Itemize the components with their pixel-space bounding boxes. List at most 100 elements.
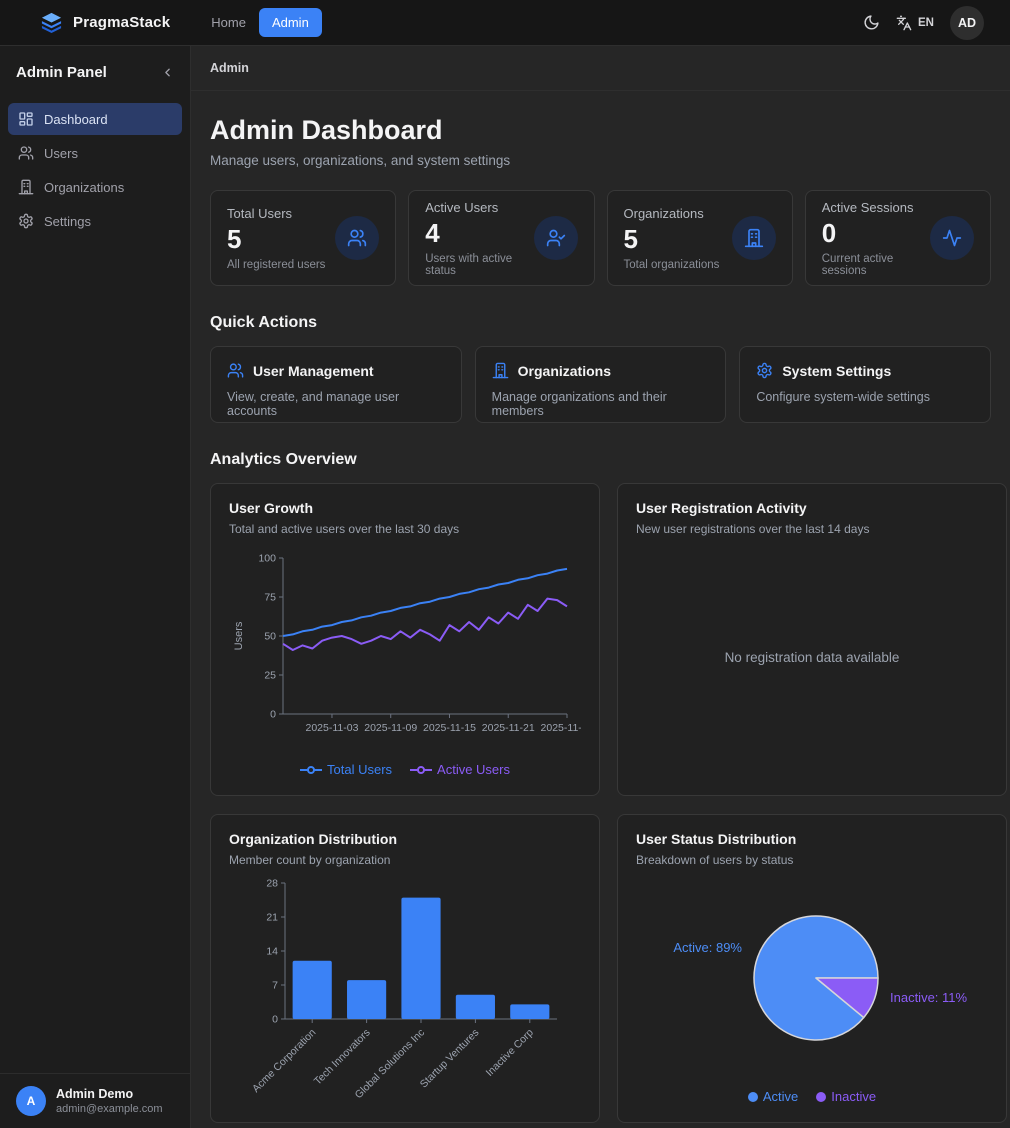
moon-icon [863,14,880,31]
user-check-icon [533,216,578,260]
svg-text:Startup Ventures: Startup Ventures [418,1026,482,1090]
navbar: PragmaStack Home Admin EN AD [0,0,1010,46]
sidebar-item-label: Organizations [44,179,125,195]
action-title: System Settings [782,362,892,379]
stat-value: 0 [821,217,837,248]
sidebar-item-organizations[interactable]: Organizations [8,171,182,203]
languages-icon [896,15,912,31]
chart-subtitle: Total and active users over the last 30 … [229,522,460,536]
stat-desc: Users with active status [425,252,513,277]
quick-actions-grid: User Management View, create, and manage… [210,346,991,423]
stats-grid: Total Users 5 All registered users Activ… [210,190,991,286]
user-status-pie-chart: Active: 89% Inactive: 11% [636,867,988,1089]
sidebar-item-label: Settings [44,213,91,229]
action-card-user-management[interactable]: User Management View, create, and manage… [210,346,462,423]
chart-title: User Growth [229,500,314,516]
building-icon [492,362,509,379]
svg-text:21: 21 [266,911,278,923]
legend-item: Total Users [300,762,392,777]
action-card-organizations[interactable]: Organizations Manage organizations and t… [474,346,727,423]
chart-title: Organization Distribution [229,831,397,847]
svg-text:0: 0 [270,709,276,721]
svg-text:0: 0 [272,1013,278,1025]
svg-text:2025-11-21: 2025-11-21 [482,722,535,734]
gear-icon [756,362,773,379]
chart-title: User Registration Activity [636,500,807,516]
stat-label: Active Sessions [821,199,914,215]
user-growth-line-chart: 0 25 50 75 100 2025-11-03 2025-11-09 2025-11-15… [229,536,581,762]
brand-name: PragmaStack [73,14,171,31]
sidebar-item-dashboard[interactable]: Dashboard [8,103,182,135]
action-desc: View, create, and manage user accounts [227,390,400,418]
user-growth-legend: Total Users Active Users [229,762,581,779]
action-title: User Management [253,362,374,379]
svg-text:Inactive Corp: Inactive Corp [484,1026,536,1078]
sidebar-item-users[interactable]: Users [8,137,182,169]
sidebar-title: Admin Panel [16,64,107,81]
chart-title: User Status Distribution [636,831,797,847]
sidebar-item-label: Users [44,145,78,161]
chart-card-user-status: User Status Distribution Breakdown of us… [617,814,1007,1123]
stat-desc: All registered users [227,258,326,271]
breadcrumb[interactable]: Admin [210,61,249,75]
svg-text:Active: 89%: Active: 89% [673,940,742,955]
chart-subtitle: New user registrations over the last 14 … [636,522,870,536]
stat-label: Total Users [227,205,293,221]
users-icon [18,145,34,161]
svg-text:75: 75 [264,592,276,604]
dashboard-icon [18,111,34,127]
language-label: EN [918,16,934,29]
legend-item: Inactive [816,1089,876,1104]
stat-label: Organizations [623,205,704,221]
analytics-grid: User Growth Total and active users over … [210,483,1007,1123]
building-icon [18,179,34,195]
quick-actions-heading: Quick Actions [210,314,317,331]
sidebar-item-label: Dashboard [44,111,108,127]
language-button[interactable]: EN [896,15,934,31]
chart-subtitle: Member count by organization [229,853,391,867]
analytics-heading: Analytics Overview [210,451,357,468]
building-icon [731,216,776,260]
gear-icon [18,213,34,229]
stat-value: 5 [623,223,638,254]
users-icon [227,362,244,379]
stat-desc: Current active sessions [821,252,894,277]
users-icon [335,216,380,260]
theme-toggle-button[interactable] [863,14,880,31]
stat-card-total-users: Total Users 5 All registered users [210,190,397,286]
svg-text:7: 7 [272,979,278,991]
legend-item: Active [747,1089,798,1104]
navbar-avatar[interactable]: AD [950,5,984,40]
brand[interactable]: PragmaStack [40,11,170,34]
activity-icon [930,216,974,260]
sidebar-user-email: admin@example.com [56,1103,163,1115]
layers-logo-icon [40,11,63,34]
stat-label: Active Users [425,199,499,215]
svg-text:Tech Innovators: Tech Innovators [312,1026,373,1087]
nav-link-admin[interactable]: Admin [258,8,322,37]
main-content: Admin Admin Dashboard Manage users, orga… [191,46,1010,1128]
stat-desc: Total organizations [623,258,720,271]
sidebar-user-avatar: A [16,1086,46,1116]
action-title: Organizations [517,362,612,379]
stat-card-active-sessions: Active Sessions 0 Current active session… [804,190,991,286]
sidebar-collapse-button[interactable] [159,64,176,81]
action-card-system-settings[interactable]: System Settings Configure system-wide se… [739,346,991,423]
chart-subtitle: Breakdown of users by status [636,853,794,867]
stat-value: 4 [425,217,440,248]
svg-text:2025-11-03: 2025-11-03 [305,722,358,734]
sidebar-item-settings[interactable]: Settings [8,205,182,237]
page-subtitle: Manage users, organizations, and system … [210,153,511,168]
svg-text:50: 50 [264,631,276,643]
svg-text:25: 25 [264,670,276,682]
svg-text:28: 28 [266,877,278,889]
svg-text:2025-11-09: 2025-11-09 [364,722,417,734]
stat-value: 5 [227,223,242,254]
svg-text:14: 14 [266,945,278,957]
svg-text:100: 100 [258,553,276,565]
svg-text:Users: Users [233,621,245,650]
chevron-left-icon [161,66,174,79]
action-desc: Manage organizations and their members [491,390,667,418]
svg-text:Inactive: 11%: Inactive: 11% [890,990,968,1005]
nav-link-home[interactable]: Home [211,15,246,30]
